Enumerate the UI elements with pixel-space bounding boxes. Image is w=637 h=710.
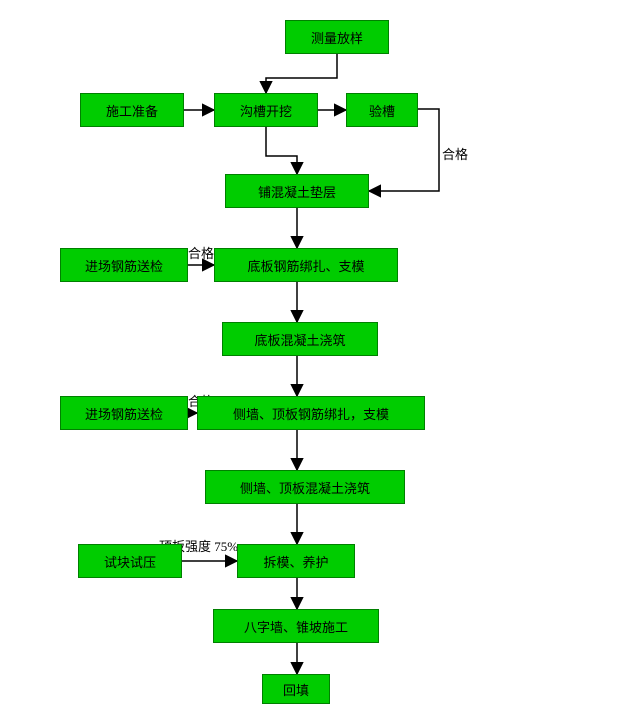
node-label-n7: 底板钢筋绑扎、支模 <box>247 256 364 275</box>
edge-label-n4-n5: 合格 <box>442 144 468 163</box>
flowchart-canvas: 合格合格合格顶板强度 75%测量放样施工准备沟槽开挖验槽铺混凝土垫层进场钢筋送检… <box>0 0 637 710</box>
node-label-n12: 试块试压 <box>104 552 156 571</box>
node-label-n10: 侧墙、顶板钢筋绑扎，支模 <box>233 404 389 423</box>
node-label-n2: 施工准备 <box>106 101 158 120</box>
node-label-n15: 回填 <box>283 680 309 699</box>
node-n13: 拆模、养护 <box>237 544 355 578</box>
edge-n3-n5 <box>266 127 297 174</box>
edge-label-n6-n7: 合格 <box>188 243 214 262</box>
node-label-n11: 侧墙、顶板混凝土浇筑 <box>240 478 370 497</box>
node-n10: 侧墙、顶板钢筋绑扎，支模 <box>197 396 425 430</box>
node-n1: 测量放样 <box>285 20 389 54</box>
node-label-n8: 底板混凝土浇筑 <box>254 330 345 349</box>
node-n4: 验槽 <box>346 93 418 127</box>
node-n15: 回填 <box>262 674 330 704</box>
node-label-n4: 验槽 <box>369 101 395 120</box>
node-label-n13: 拆模、养护 <box>263 552 328 571</box>
node-n5: 铺混凝土垫层 <box>225 174 369 208</box>
node-n11: 侧墙、顶板混凝土浇筑 <box>205 470 405 504</box>
node-label-n14: 八字墙、锥坡施工 <box>244 617 348 636</box>
edge-n1-n3 <box>266 54 337 93</box>
node-n3: 沟槽开挖 <box>214 93 318 127</box>
node-label-n3: 沟槽开挖 <box>240 101 292 120</box>
node-n8: 底板混凝土浇筑 <box>222 322 378 356</box>
node-label-n1: 测量放样 <box>311 28 363 47</box>
node-n12: 试块试压 <box>78 544 182 578</box>
node-n6: 进场钢筋送检 <box>60 248 188 282</box>
node-n9: 进场钢筋送检 <box>60 396 188 430</box>
node-label-n9: 进场钢筋送检 <box>85 404 163 423</box>
node-label-n6: 进场钢筋送检 <box>85 256 163 275</box>
node-n14: 八字墙、锥坡施工 <box>213 609 379 643</box>
node-n2: 施工准备 <box>80 93 184 127</box>
node-n7: 底板钢筋绑扎、支模 <box>214 248 398 282</box>
node-label-n5: 铺混凝土垫层 <box>258 182 336 201</box>
